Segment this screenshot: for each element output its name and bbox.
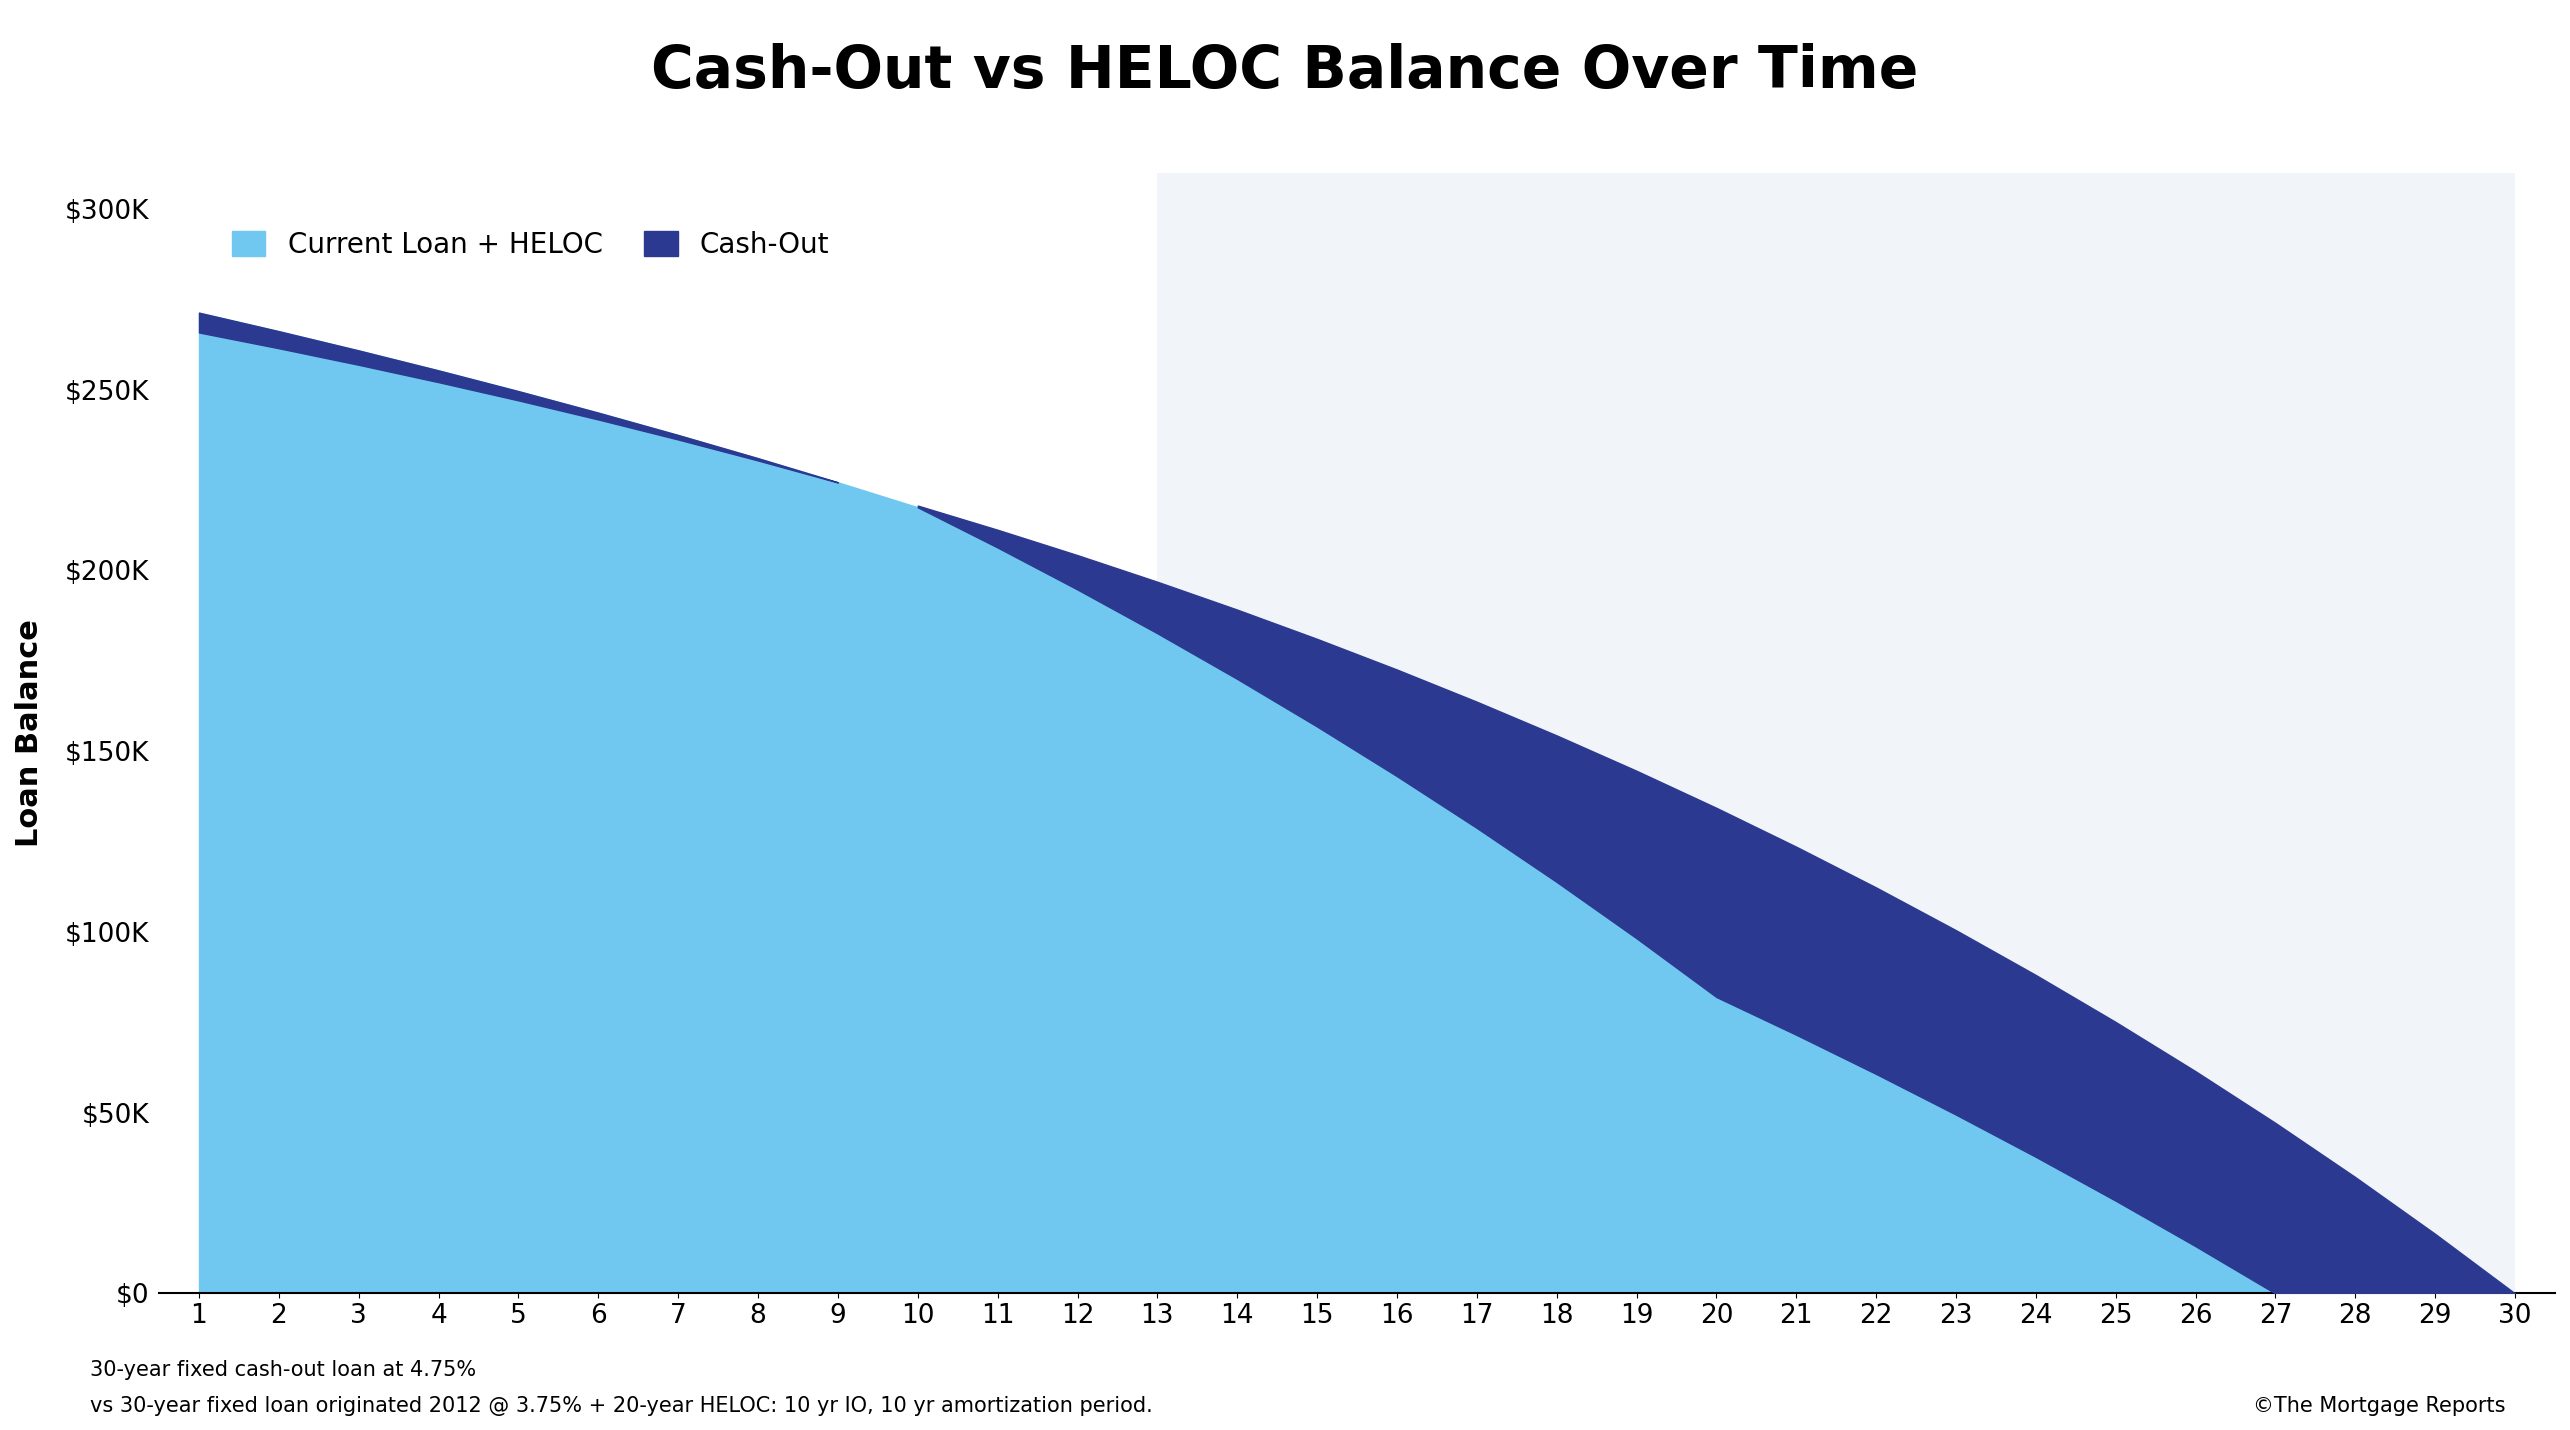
Text: 30-year fixed cash-out loan at 4.75%: 30-year fixed cash-out loan at 4.75% (90, 1360, 475, 1380)
Text: ©The Mortgage Reports: ©The Mortgage Reports (2254, 1396, 2506, 1416)
Y-axis label: Loan Balance: Loan Balance (15, 619, 44, 847)
Bar (1156, 173, 2516, 1294)
Text: Cash-Out vs HELOC Balance Over Time: Cash-Out vs HELOC Balance Over Time (650, 43, 1920, 100)
Text: vs 30-year fixed loan originated 2012 @ 3.75% + 20-year HELOC: 10 yr IO, 10 yr a: vs 30-year fixed loan originated 2012 @ … (90, 1396, 1154, 1416)
Legend: Current Loan + HELOC, Cash-Out: Current Loan + HELOC, Cash-Out (221, 220, 840, 270)
